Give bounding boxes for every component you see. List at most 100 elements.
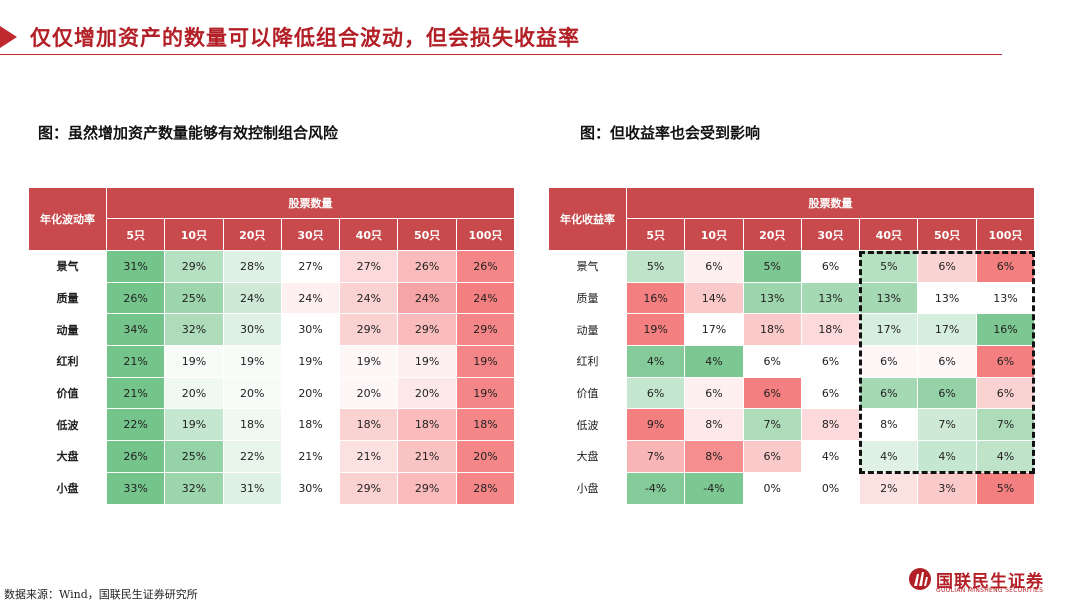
row-label: 质量 [28,281,107,315]
heatmap-cell: 8% [684,408,744,442]
column-header: 50只 [397,218,457,251]
heatmap-cell: 6% [917,376,977,410]
column-header: 10只 [684,218,744,251]
heatmap-cell: 19% [339,345,399,378]
table-row: 红利 4% 4% 6% 6% 6% 6% 6% [548,345,1036,378]
heatmap-cell: 17% [917,313,977,347]
heatmap-cell: 18% [455,408,516,442]
row-label: 质量 [548,281,627,315]
heatmap-cell: 6% [625,376,686,410]
heatmap-cell: 13% [800,281,861,315]
heatmap-cell: 27% [280,250,341,283]
heatmap-cell: 18% [280,408,341,442]
heatmap-cell: 8% [684,440,744,473]
heatmap-cell: 25% [164,281,224,315]
table-row: 大盘 26% 25% 22% 21% 21% 21% 20% [28,440,516,473]
heatmap-cell: 6% [742,440,802,473]
heatmap-cell: 19% [222,345,282,378]
corner-label: 年化收益率 [548,187,627,251]
heatmap-cell: 30% [280,313,341,347]
table-row: 动量 19% 17% 18% 18% 17% 17% 16% [548,313,1036,347]
column-header: 5只 [625,218,686,251]
heatmap-cell: 4% [917,440,977,473]
heatmap-cell: -4% [684,471,744,505]
heatmap-cell: 20% [397,376,457,410]
heatmap-cell: 21% [339,440,399,473]
heatmap-cell: 21% [105,345,166,378]
row-label: 景气 [548,250,627,283]
heatmap-cell: 24% [455,281,516,315]
row-label: 小盘 [28,471,107,505]
heatmap-cell: 4% [975,440,1036,473]
heatmap-cell: 24% [222,281,282,315]
column-header: 30只 [280,218,341,251]
heatmap-cell: 6% [975,376,1036,410]
heatmap-cell: 6% [684,250,744,283]
heatmap-cell: 4% [800,440,861,473]
heatmap-cell: 3% [917,471,977,505]
table-row: 红利 21% 19% 19% 19% 19% 19% 19% [28,345,516,378]
row-label: 红利 [548,345,627,378]
heatmap-cell: 7% [975,408,1036,442]
heatmap-cell: 29% [455,313,516,347]
heatmap-cell: 24% [339,281,399,315]
heatmap-cell: 0% [800,471,861,505]
heatmap-cell: 18% [742,313,802,347]
heatmap-cell: 17% [684,313,744,347]
heatmap-cell: 19% [397,345,457,378]
heatmap-cell: 6% [800,345,861,378]
row-label: 低波 [548,408,627,442]
table-row: 质量 26% 25% 24% 24% 24% 24% 24% [28,281,516,315]
heatmap-cell: 30% [280,471,341,505]
table-row: 大盘 7% 8% 6% 4% 4% 4% 4% [548,440,1036,473]
heatmap-cell: 24% [280,281,341,315]
heatmap-cell: 29% [397,471,457,505]
heatmap-cell: 21% [397,440,457,473]
heatmap-cell: 5% [975,471,1036,505]
heatmap-cell: 29% [164,250,224,283]
heatmap-cell: 2% [859,471,919,505]
heatmap-cell: 6% [917,250,977,283]
heatmap-cell: 19% [164,345,224,378]
row-label: 动量 [28,313,107,347]
row-label: 低波 [28,408,107,442]
table-row: 景气 5% 6% 5% 6% 5% 6% 6% [548,250,1036,283]
page-title: 仅仅增加资产的数量可以降低组合波动，但会损失收益率 [30,25,580,50]
heatmap-cell: 18% [800,313,861,347]
column-header: 20只 [742,218,802,251]
heatmap-cell: 31% [105,250,166,283]
row-label: 大盘 [548,440,627,473]
heatmap-cell: 25% [164,440,224,473]
heatmap-cell: 19% [455,345,516,378]
heatmap-cell: 5% [742,250,802,283]
heatmap-cell: 13% [859,281,919,315]
heatmap-cell: 7% [625,440,686,473]
heatmap-cell: 20% [339,376,399,410]
column-header: 100只 [975,218,1036,251]
heatmap-cell: 6% [800,376,861,410]
row-label: 景气 [28,250,107,283]
heatmap-cell: 16% [975,313,1036,347]
return-heatmap-table: 年化收益率 股票数量 5只 10只 20只 30只 40只 50只 100只 景气 5% 6% 5… [548,187,1036,505]
heatmap-cell: 22% [105,408,166,442]
corner-label: 年化波动率 [28,187,107,251]
heatmap-cell: 6% [859,345,919,378]
heatmap-cell: 21% [280,440,341,473]
column-header: 10只 [164,218,224,251]
column-header: 40只 [859,218,919,251]
column-header: 5只 [105,218,166,251]
heatmap-cell: 20% [222,376,282,410]
heatmap-cell: 29% [339,471,399,505]
title-marker-icon [0,26,17,48]
heatmap-cell: 17% [859,313,919,347]
column-header: 40只 [339,218,399,251]
heatmap-cell: 6% [859,376,919,410]
table-row: 景气 31% 29% 28% 27% 27% 26% 26% [28,250,516,283]
heatmap-cell: 20% [164,376,224,410]
heatmap-cell: 6% [742,376,802,410]
heatmap-cell: 19% [455,376,516,410]
logo-subtext: GUOLIAN MINSHENG SECURITIES [936,587,1044,594]
table-row: 低波 22% 19% 18% 18% 18% 18% 18% [28,408,516,442]
heatmap-cell: 28% [455,471,516,505]
row-label: 价值 [28,376,107,410]
